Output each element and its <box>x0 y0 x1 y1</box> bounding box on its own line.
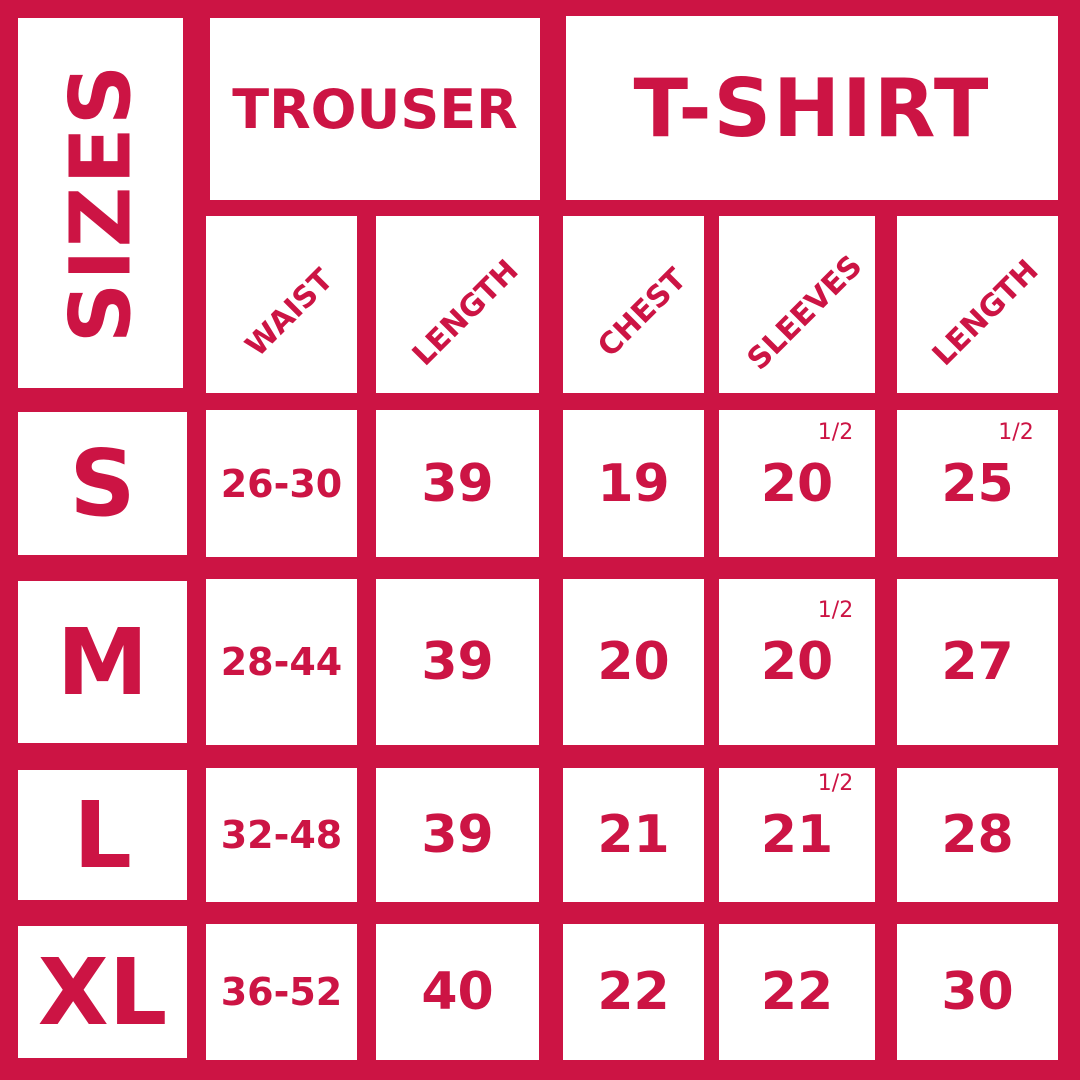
tshirt-label: T-SHIRT <box>633 61 991 155</box>
cell-value: 20 1/2 <box>760 598 853 692</box>
cell-number: 32-48 <box>220 813 343 857</box>
half-fraction: 1/2 <box>817 771 854 796</box>
column-header-sleeves: SLEEVES <box>719 216 875 393</box>
table-cell: 28-44 <box>206 579 357 745</box>
table-cell: 22 <box>719 924 875 1060</box>
trouser-header: TROUSER <box>210 18 540 200</box>
half-fraction: 1/2 <box>998 419 1034 445</box>
cell-number: 22 <box>597 962 670 1022</box>
cell-number: 20 <box>760 453 834 514</box>
cell-value: 39 <box>421 805 493 865</box>
cell-number: 36-52 <box>220 970 343 1014</box>
table-cell: 20 1/2 <box>719 579 875 745</box>
size-label-cell: M <box>18 581 187 743</box>
table-cell: 27 <box>897 579 1058 745</box>
column-header-waist: WAIST <box>206 216 357 393</box>
table-cell: 26-30 <box>206 410 357 557</box>
table-cell: 39 <box>376 768 539 902</box>
cell-value: 20 <box>597 632 669 692</box>
table-cell: 36-52 <box>206 924 357 1060</box>
cell-value: 21 1/2 <box>760 771 853 865</box>
table-cell: 30 <box>897 924 1058 1060</box>
half-fraction: 1/2 <box>817 419 854 445</box>
cell-number: 28-44 <box>220 640 343 684</box>
cell-number: 22 <box>760 962 834 1022</box>
cell-value: 27 <box>941 632 1013 692</box>
cell-number: 27 <box>941 632 1014 692</box>
size-label-cell: XL <box>18 926 187 1058</box>
cell-number: 40 <box>421 962 494 1022</box>
cell-number: 30 <box>941 962 1014 1022</box>
column-label: WAIST <box>239 262 341 364</box>
cell-number: 39 <box>421 805 494 865</box>
cell-number: 21 <box>760 805 834 865</box>
cell-value: 40 <box>421 962 493 1022</box>
cell-value: 19 <box>597 454 669 514</box>
cell-number: 20 <box>597 632 670 692</box>
sizes-header: SIZES <box>18 18 183 388</box>
table-cell: 39 <box>376 410 539 557</box>
cell-value: 28-44 <box>221 640 343 684</box>
column-header-length: LENGTH <box>376 216 539 393</box>
cell-value: 20 1/2 <box>760 420 853 514</box>
cell-value: 22 <box>761 962 833 1022</box>
cell-value: 36-52 <box>221 970 343 1014</box>
cell-value: 28 <box>941 805 1013 865</box>
cell-number: 39 <box>421 632 494 692</box>
cell-number: 25 <box>941 453 1014 514</box>
cell-value: 26-30 <box>221 462 343 506</box>
table-cell: 39 <box>376 579 539 745</box>
cell-value: 30 <box>941 962 1013 1022</box>
column-label: SLEEVES <box>741 248 870 378</box>
column-header-chest: CHEST <box>563 216 704 393</box>
column-label: LENGTH <box>406 253 526 373</box>
cell-number: 26-30 <box>220 461 343 506</box>
cell-value: 22 <box>597 962 669 1022</box>
size-label: S <box>69 430 136 537</box>
sizes-label: SIZES <box>51 62 150 344</box>
table-cell: 28 <box>897 768 1058 902</box>
table-cell: 32-48 <box>206 768 357 902</box>
cell-value: 39 <box>421 454 493 514</box>
table-cell: 22 <box>563 924 704 1060</box>
size-label: L <box>73 781 132 889</box>
column-label: LENGTH <box>926 253 1046 373</box>
column-label: CHEST <box>590 261 694 365</box>
size-label-cell: L <box>18 770 187 900</box>
trouser-label: TROUSER <box>232 77 518 141</box>
cell-number: 19 <box>597 453 670 514</box>
size-label: XL <box>37 938 168 1046</box>
table-cell: 25 1/2 <box>897 410 1058 557</box>
cell-value: 21 <box>597 805 669 865</box>
table-cell: 20 1/2 <box>719 410 875 557</box>
half-fraction: 1/2 <box>817 598 854 623</box>
size-label-cell: S <box>18 412 187 555</box>
table-cell: 20 <box>563 579 704 745</box>
cell-number: 39 <box>421 453 494 514</box>
table-cell: 19 <box>563 410 704 557</box>
table-cell: 21 <box>563 768 704 902</box>
cell-value: 25 1/2 <box>941 420 1033 514</box>
cell-number: 28 <box>941 805 1014 865</box>
size-label: M <box>56 608 149 716</box>
column-header-length: LENGTH <box>897 216 1058 393</box>
cell-number: 21 <box>597 805 670 865</box>
cell-value: 32-48 <box>221 813 343 857</box>
cell-number: 20 <box>760 632 834 692</box>
tshirt-header: T-SHIRT <box>566 16 1058 200</box>
table-cell: 21 1/2 <box>719 768 875 902</box>
table-cell: 40 <box>376 924 539 1060</box>
cell-value: 39 <box>421 632 493 692</box>
